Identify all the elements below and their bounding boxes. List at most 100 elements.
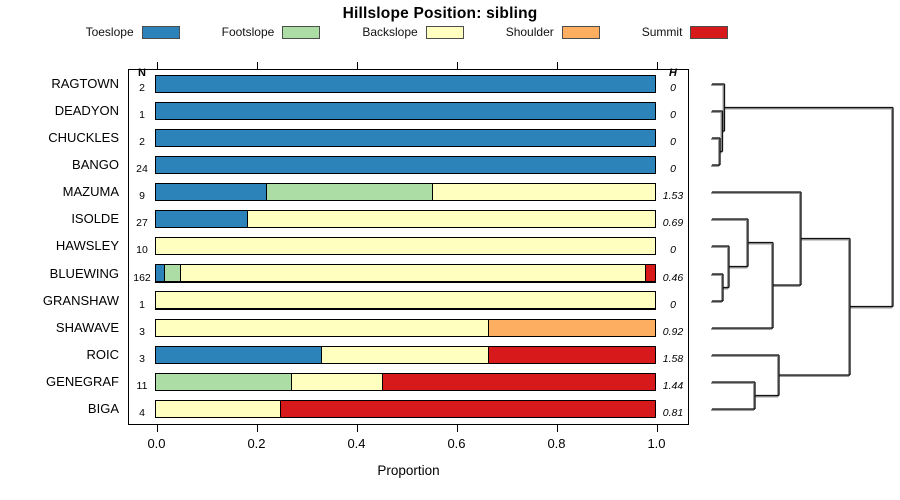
legend-item-footslope: Footslope (222, 25, 321, 39)
h-value: 0 (670, 109, 676, 122)
bar-segment-summit (279, 399, 656, 418)
h-value: 0 (670, 298, 676, 311)
bar-segment-backslope (247, 210, 656, 229)
axis-tick-bottom (256, 425, 258, 432)
stacked-bar-biga (154, 399, 656, 418)
dendrogram-pass (712, 83, 894, 410)
axis-tick-top (356, 62, 358, 69)
n-value: 3 (139, 352, 145, 365)
axis-tick-label: 0.0 (147, 436, 166, 451)
h-column-header: H (669, 67, 677, 79)
bar-segment-toeslope (154, 156, 656, 175)
bar-segment-summit (488, 345, 656, 364)
stacked-bar-deadyon (154, 101, 656, 121)
stacked-bar-genegraf (154, 372, 656, 391)
axis-tick-top (656, 62, 658, 69)
stacked-bar-bango (154, 156, 656, 175)
legend-label: Shoulder (505, 25, 554, 39)
n-value: 3 (139, 325, 145, 338)
axis-tick-top (256, 62, 258, 69)
n-value: 2 (139, 82, 145, 94)
axis-tick-label: 0.8 (547, 436, 566, 451)
h-value: 1.58 (662, 352, 684, 365)
axis-tick-top (556, 62, 558, 69)
bar-segment-shoulder (488, 318, 656, 337)
legend-item-toeslope: Toeslope (86, 25, 180, 39)
n-value: 4 (139, 406, 145, 419)
legend-item-backslope: Backslope (362, 25, 464, 39)
h-value: 0.46 (662, 271, 684, 284)
row-label-isolde: ISOLDE (71, 211, 119, 227)
row-label-mazuma: MAZUMA (62, 184, 119, 200)
bar-segment-backslope (154, 291, 656, 310)
legend-swatch-footslope (282, 25, 321, 39)
legend-label: Summit (641, 25, 683, 39)
n-value: 11 (136, 379, 148, 392)
n-value: 27 (136, 217, 148, 230)
n-value: 9 (139, 190, 145, 203)
stacked-bar-chuckles (154, 128, 656, 148)
bar-segment-toeslope (154, 101, 656, 120)
legend-swatch-summit (690, 25, 729, 39)
row-label-hawsley: HAWSLEY (55, 238, 119, 254)
axis-tick-bottom (456, 425, 458, 432)
h-value: 0 (670, 244, 676, 257)
legend-swatch-toeslope (141, 25, 180, 39)
n-value: 10 (136, 244, 148, 257)
bar-segment-summit (382, 372, 656, 391)
legend-label: Toeslope (85, 25, 134, 39)
stacked-bar-roic (154, 345, 656, 364)
legend-label: Footslope (221, 25, 275, 39)
stacked-bar-hawsley (154, 237, 656, 256)
legend-swatch-backslope (425, 25, 464, 39)
legend-label: Backslope (362, 25, 418, 39)
h-value: 0.69 (662, 217, 684, 230)
axis-tick-label: 0.2 (247, 436, 266, 451)
h-value: 1.53 (662, 190, 684, 203)
axis-tick-bottom (156, 425, 158, 432)
n-value: 162 (133, 271, 151, 284)
axis-tick-top (456, 62, 458, 69)
stacked-bar-shawave (154, 318, 656, 337)
row-label-bluewing: BLUEWING (49, 265, 119, 281)
legend-item-summit: Summit (642, 25, 729, 39)
legend-item-shoulder: Shoulder (506, 25, 600, 39)
stacked-bar-ragtown (154, 74, 656, 93)
stacked-bar-mazuma (154, 183, 656, 202)
row-label-shawave: SHAWAVE (55, 319, 119, 335)
axis-tick-top (156, 62, 158, 69)
row-label-ragtown: RAGTOWN (51, 76, 119, 91)
axis-tick-label: 0.4 (347, 436, 366, 451)
axis-tick-bottom (656, 425, 658, 432)
row-label-bango: BANGO (72, 157, 119, 173)
dendrogram-pass (711, 84, 893, 411)
row-label-chuckles: CHUCKLES (48, 130, 119, 146)
legend-swatch-shoulder (561, 25, 600, 39)
bar-segment-backslope (154, 237, 656, 256)
n-value: 24 (136, 163, 148, 176)
h-value: 0.92 (662, 325, 684, 338)
legend: Toeslope Footslope Backslope Shoulder Summit (0, 25, 814, 39)
n-column-header: N (138, 67, 146, 79)
row-label-biga: BIGA (87, 400, 119, 416)
chart-title: Hillslope Position: sibling (342, 5, 538, 22)
h-value: 0 (670, 82, 676, 94)
row-label-deadyon: DEADYON (54, 103, 119, 119)
axis-tick-bottom (356, 425, 358, 432)
row-label-roic: ROIC (86, 346, 120, 362)
axis-tick-bottom (556, 425, 558, 432)
n-value: 1 (139, 109, 145, 122)
axis-tick-label: 0.6 (447, 436, 466, 451)
plot-box-border (128, 69, 689, 425)
stacked-bar-bluewing (154, 264, 656, 283)
stacked-bar-isolde (154, 210, 656, 229)
x-axis-title: Proportion (377, 463, 440, 478)
bar-segment-toeslope (154, 128, 656, 147)
h-value: 0 (670, 163, 676, 176)
n-value: 1 (139, 298, 145, 311)
stacked-bar-granshaw (154, 291, 656, 310)
bar-segment-toeslope (154, 74, 656, 93)
h-value: 1.44 (662, 379, 684, 392)
